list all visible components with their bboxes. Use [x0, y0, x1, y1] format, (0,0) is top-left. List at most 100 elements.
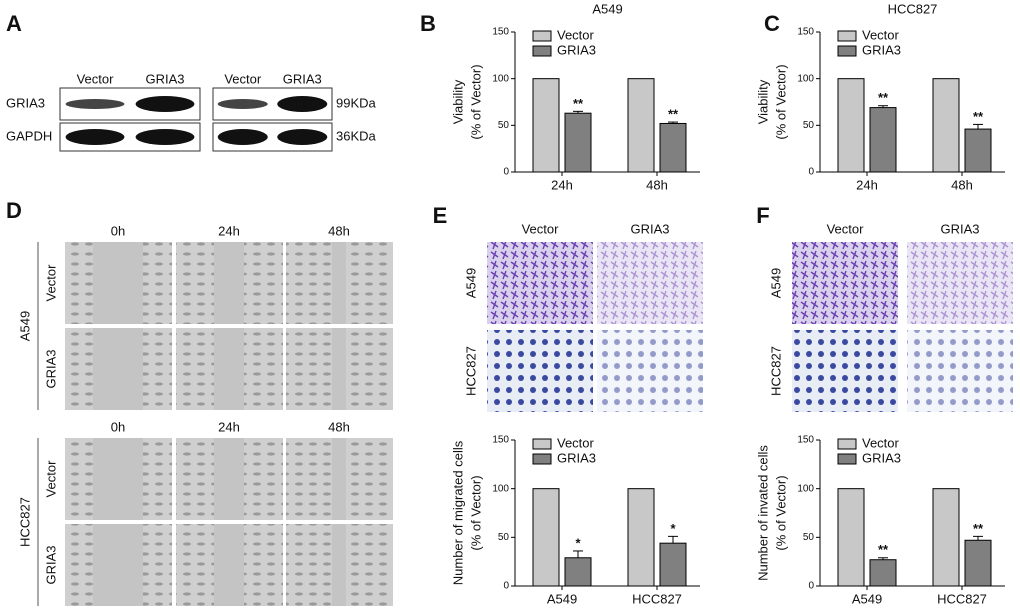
- bar: [964, 128, 992, 173]
- blot-band: [65, 99, 125, 109]
- row-label: Vector: [43, 460, 58, 498]
- transwell-image: [597, 242, 703, 324]
- time-header: 0h: [111, 419, 125, 434]
- legend-label: GRIA3: [862, 450, 901, 465]
- y-axis-label: (% of Vector): [773, 64, 788, 139]
- wound-gap: [214, 524, 244, 606]
- wound-gap: [214, 438, 244, 520]
- y-tick-label: 100: [492, 73, 509, 84]
- transwell-image: [792, 242, 898, 324]
- legend-swatch: [532, 45, 552, 57]
- significance: *: [670, 521, 676, 536]
- panel-letter: E: [433, 203, 448, 228]
- legend-label: GRIA3: [557, 42, 596, 57]
- bar: [564, 557, 592, 587]
- wound-gap: [93, 242, 143, 324]
- y-axis-label: Viability: [755, 79, 770, 124]
- time-header: 48h: [328, 419, 350, 434]
- transwell-column: GRIA3: [940, 221, 979, 236]
- y-tick-label: 0: [503, 167, 509, 178]
- y-axis-label: (% of Vector): [468, 64, 483, 139]
- panel-letter: D: [6, 198, 22, 223]
- group-label: A549: [17, 311, 32, 341]
- wound-gap: [93, 524, 143, 606]
- y-tick-label: 150: [797, 435, 814, 446]
- transwell-image: [907, 330, 1013, 412]
- x-tick-label: 24h: [856, 177, 878, 192]
- row-label: Vector: [43, 264, 58, 302]
- significance: **: [878, 90, 889, 105]
- x-tick-label: A549: [547, 591, 577, 606]
- chart-title: HCC827: [888, 1, 938, 16]
- panel-letter: A: [6, 11, 22, 36]
- bar: [627, 488, 655, 587]
- y-axis-label: (% of Vector): [773, 475, 788, 550]
- blot-size: 99KDa: [336, 95, 377, 110]
- bar: [564, 112, 592, 173]
- y-axis-label: (% of Vector): [468, 475, 483, 550]
- legend-swatch: [532, 30, 552, 42]
- x-tick-label: HCC827: [632, 591, 682, 606]
- blot-size: 36KDa: [336, 128, 377, 143]
- group-label: HCC827: [17, 497, 32, 547]
- y-tick-label: 100: [797, 483, 814, 494]
- legend-swatch: [532, 453, 552, 465]
- blot-band: [277, 129, 328, 145]
- legend-swatch: [837, 45, 857, 57]
- blot-band: [217, 99, 268, 109]
- legend-label: GRIA3: [557, 450, 596, 465]
- transwell-row: A549: [463, 268, 478, 298]
- row-label: GRIA3: [43, 349, 58, 388]
- bar: [932, 488, 960, 587]
- transwell-column: GRIA3: [630, 221, 669, 236]
- blot-band: [135, 129, 195, 145]
- bar: [869, 107, 897, 173]
- bar: [659, 542, 687, 587]
- legend-swatch: [837, 30, 857, 42]
- legend-label: Vector: [862, 27, 900, 42]
- blot-band: [65, 129, 125, 145]
- y-tick-label: 50: [498, 532, 510, 543]
- x-tick-label: HCC827: [937, 591, 987, 606]
- transwell-image: [907, 242, 1013, 324]
- significance: **: [973, 521, 984, 536]
- bar: [964, 539, 992, 587]
- y-axis-label: Viability: [450, 79, 465, 124]
- y-tick-label: 50: [803, 120, 815, 131]
- significance: **: [668, 107, 679, 122]
- transwell-image: [487, 330, 593, 412]
- y-tick-label: 150: [492, 435, 509, 446]
- bar: [532, 488, 560, 587]
- time-header: 24h: [218, 419, 240, 434]
- legend-label: Vector: [557, 27, 595, 42]
- wound-gap: [214, 328, 244, 410]
- bar: [659, 122, 687, 173]
- x-tick-label: 48h: [646, 177, 668, 192]
- transwell-row: A549: [768, 268, 783, 298]
- bar: [869, 559, 897, 587]
- transwell-image: [792, 330, 898, 412]
- panel-letter: B: [420, 11, 436, 36]
- panel-letter: C: [764, 11, 780, 36]
- x-tick-label: A549: [852, 591, 882, 606]
- significance: **: [973, 109, 984, 124]
- transwell-column: Vector: [827, 221, 865, 236]
- panel-letter: F: [756, 203, 769, 228]
- wound-gap: [332, 328, 346, 410]
- bar: [837, 488, 865, 587]
- y-tick-label: 100: [797, 73, 814, 84]
- wound-gap: [332, 438, 346, 520]
- blot-column: GRIA3: [283, 71, 322, 86]
- y-tick-label: 50: [803, 532, 815, 543]
- wound-gap: [214, 242, 244, 324]
- legend-swatch: [837, 453, 857, 465]
- y-tick-label: 150: [492, 27, 509, 38]
- blot-band: [217, 129, 268, 145]
- wound-gap: [332, 524, 346, 606]
- chart-title: A549: [592, 1, 622, 16]
- significance: **: [878, 542, 889, 557]
- transwell-image: [487, 242, 593, 324]
- y-tick-label: 100: [492, 483, 509, 494]
- transwell-row: HCC827: [768, 346, 783, 396]
- time-header: 48h: [328, 223, 350, 238]
